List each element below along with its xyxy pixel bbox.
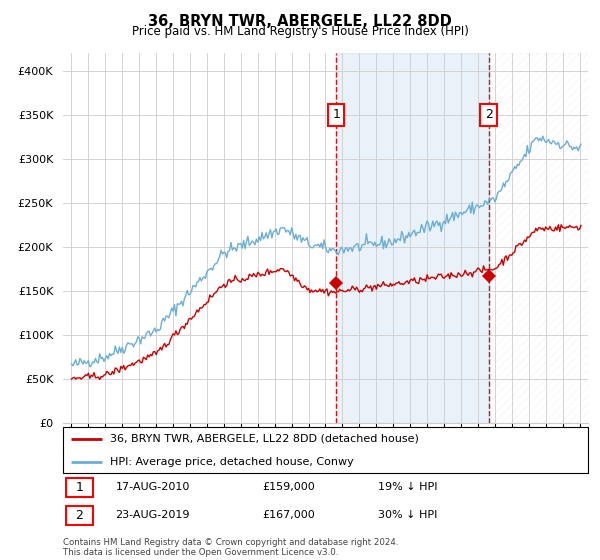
Text: 23-AUG-2019: 23-AUG-2019 xyxy=(115,510,190,520)
Text: Contains HM Land Registry data © Crown copyright and database right 2024.
This d: Contains HM Land Registry data © Crown c… xyxy=(63,538,398,557)
Text: £159,000: £159,000 xyxy=(263,482,315,492)
FancyBboxPatch shape xyxy=(65,506,93,525)
Bar xyxy=(488,53,588,423)
Text: 2: 2 xyxy=(485,108,493,122)
FancyBboxPatch shape xyxy=(65,478,93,497)
Text: HPI: Average price, detached house, Conwy: HPI: Average price, detached house, Conw… xyxy=(110,457,354,466)
Text: 2: 2 xyxy=(76,509,83,522)
Text: 19% ↓ HPI: 19% ↓ HPI xyxy=(378,482,437,492)
Text: 1: 1 xyxy=(332,108,340,122)
Text: £167,000: £167,000 xyxy=(263,510,315,520)
Text: 30% ↓ HPI: 30% ↓ HPI xyxy=(378,510,437,520)
Text: 1: 1 xyxy=(76,480,83,493)
Text: Price paid vs. HM Land Registry's House Price Index (HPI): Price paid vs. HM Land Registry's House … xyxy=(131,25,469,38)
Text: 36, BRYN TWR, ABERGELE, LL22 8DD: 36, BRYN TWR, ABERGELE, LL22 8DD xyxy=(148,14,452,29)
Text: 17-AUG-2010: 17-AUG-2010 xyxy=(115,482,190,492)
Bar xyxy=(336,53,488,423)
FancyBboxPatch shape xyxy=(63,427,588,473)
Text: 36, BRYN TWR, ABERGELE, LL22 8DD (detached house): 36, BRYN TWR, ABERGELE, LL22 8DD (detach… xyxy=(110,434,419,444)
